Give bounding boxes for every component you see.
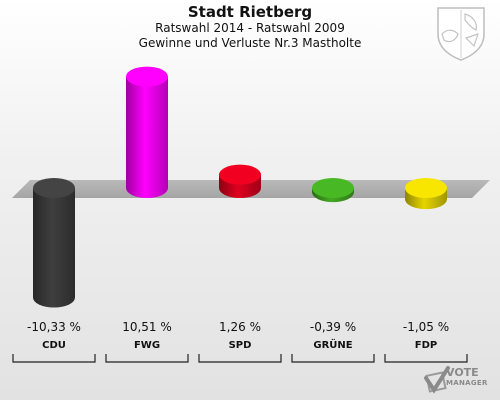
bar-gr-ne-top-cap <box>312 178 354 198</box>
vote-check-icon <box>424 366 450 394</box>
coat-of-arms-icon <box>437 7 485 61</box>
value-label-gr-ne: -0,39 % <box>310 320 356 334</box>
bar-cdu-body <box>33 188 75 298</box>
title-block: Stadt Rietberg Ratswahl 2014 - Ratswahl … <box>0 3 500 51</box>
category-label-fdp: FDP <box>415 340 437 351</box>
category-label-fwg: FWG <box>134 340 160 351</box>
bar-fdp <box>405 178 447 210</box>
bar-fwg-top-cap <box>126 66 168 87</box>
bar-fwg-bottom-cap <box>126 178 168 198</box>
bar-spd-top-cap <box>219 164 261 185</box>
bar-fwg-body <box>126 76 168 188</box>
chart-subtitle-2: Gewinne und Verluste Nr.3 Mastholte <box>138 36 362 50</box>
bar-fdp-top-cap <box>405 178 447 198</box>
value-label-fwg: 10,51 % <box>122 320 172 334</box>
category-bracket-1 <box>105 354 189 363</box>
chart-subtitle-1: Ratswahl 2014 - Ratswahl 2009 <box>155 21 345 35</box>
category-label-cdu: CDU <box>42 340 66 351</box>
category-bracket-0 <box>12 354 96 363</box>
category-label-gr-ne: GRÜNE <box>313 337 352 351</box>
bar-gr-ne <box>312 178 354 203</box>
value-label-cdu: -10,33 % <box>27 320 81 334</box>
bar-fwg <box>126 66 168 198</box>
logo-line-1: VOTE <box>446 366 479 379</box>
bar-cdu <box>33 178 75 308</box>
vote-manager-logo: VOTE MANAGER <box>446 367 488 389</box>
bar-cdu-bottom-cap <box>33 287 75 308</box>
bar-cdu-top-cap <box>33 178 75 198</box>
logo-line-2: MANAGER <box>446 379 488 387</box>
category-bracket-4 <box>384 354 468 363</box>
category-bracket-2 <box>198 354 282 363</box>
category-label-spd: SPD <box>229 340 252 351</box>
value-label-spd: 1,26 % <box>219 320 261 334</box>
category-bracket-3 <box>291 354 375 363</box>
value-label-fdp: -1,05 % <box>403 320 449 334</box>
chart-title: Stadt Rietberg <box>187 3 313 21</box>
bar-spd <box>219 164 261 198</box>
